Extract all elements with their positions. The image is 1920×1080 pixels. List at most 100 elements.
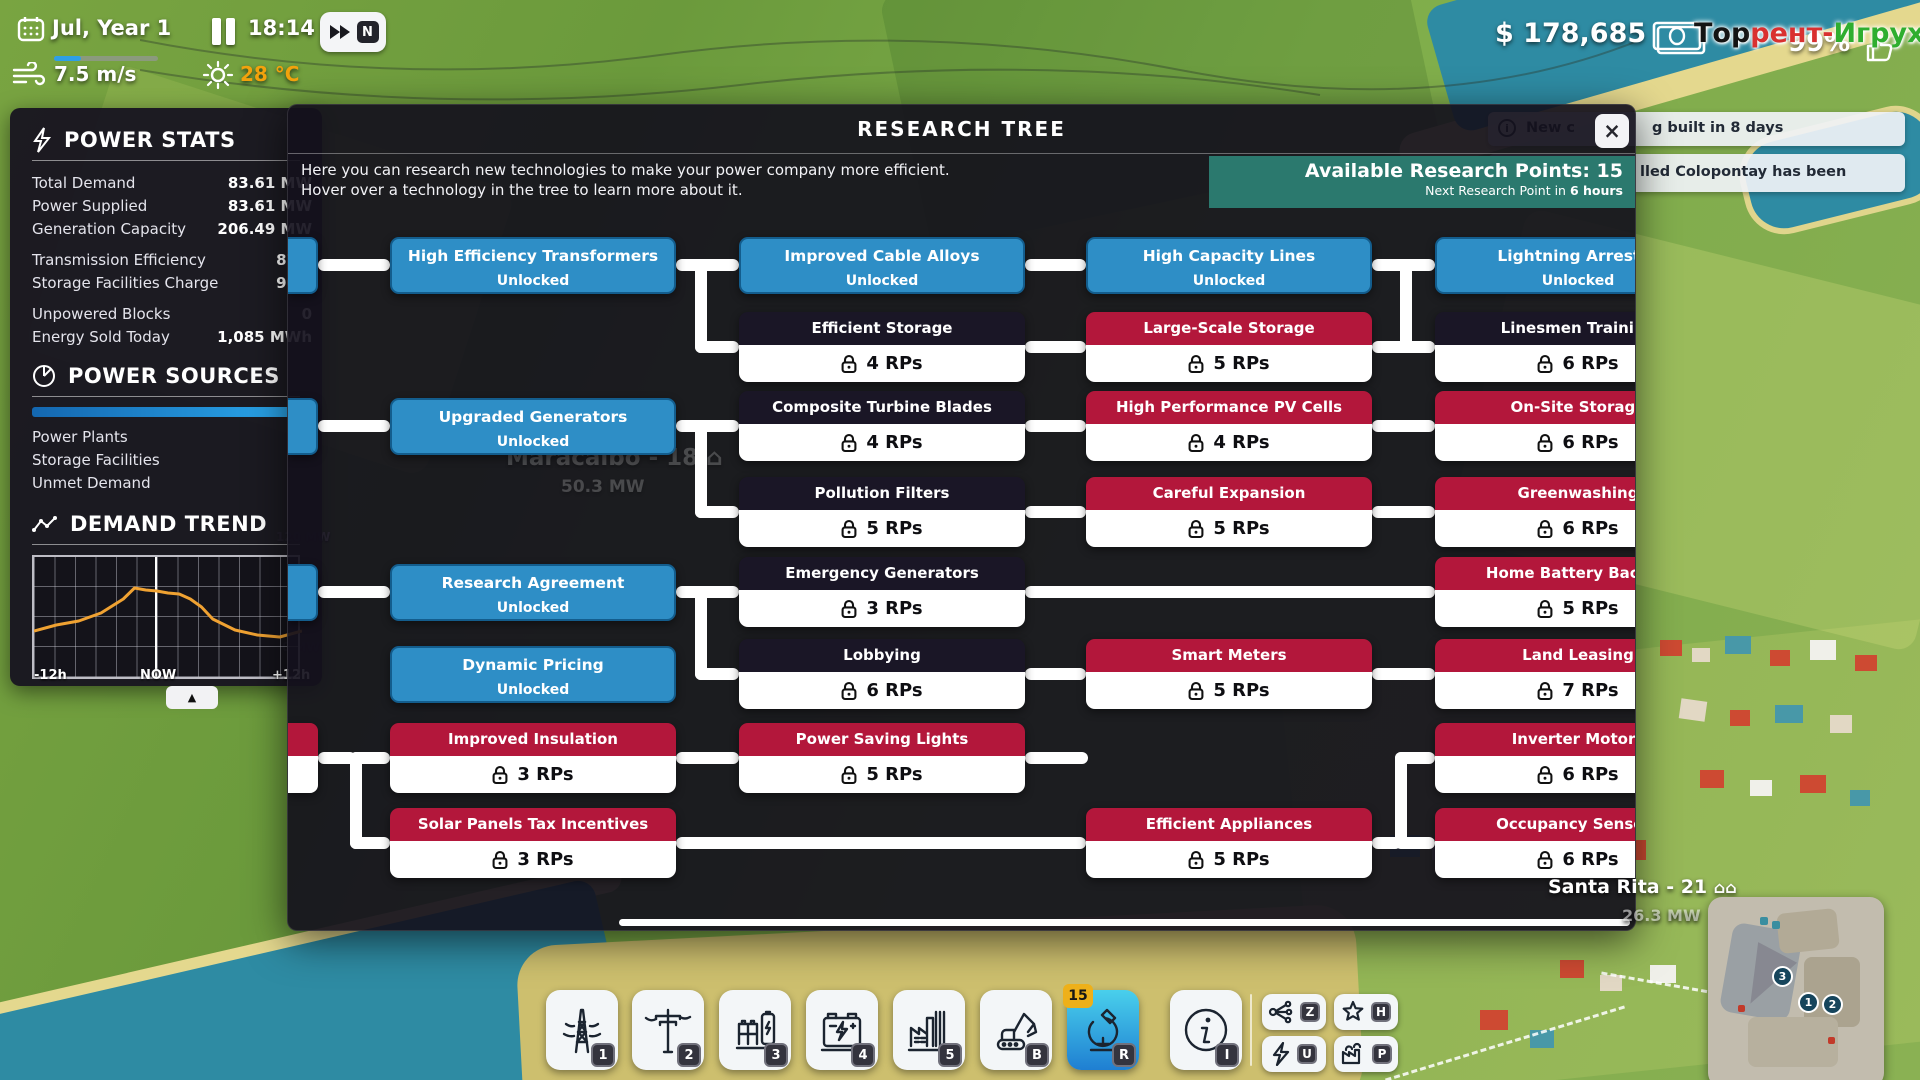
research-node[interactable]: Improved Insulation 3 RPs [390, 723, 676, 793]
research-node[interactable]: Solar Panels Tax Incentives 3 RPs [390, 808, 676, 878]
lock-icon [1188, 850, 1204, 869]
build-power-plant-button[interactable]: 5 [893, 990, 965, 1070]
node-cost: 6 RPs [1435, 510, 1635, 547]
research-node[interactable]: Greenwashing 6 RPs [1435, 477, 1635, 547]
now-line [155, 557, 158, 677]
research-node[interactable]: Dynamic Pricing Unlocked [390, 646, 676, 703]
research-node[interactable]: Home Battery Backup 5 RPs [1435, 557, 1635, 627]
research-node[interactable]: Large-Scale Storage 5 RPs [1086, 312, 1372, 382]
node-cost: 6 RPs [739, 672, 1025, 709]
divider [32, 396, 300, 397]
node-cost: 4 RPs [1086, 424, 1372, 461]
game-time: 18:14 [248, 16, 315, 40]
hotkey-badge: P [1372, 1044, 1392, 1064]
node-title: Large-Scale Storage [1086, 312, 1372, 345]
research-node[interactable]: Land Leasing 7 RPs [1435, 639, 1635, 709]
connector-line [1395, 752, 1407, 849]
background-city-mw: 50.3 MW [561, 477, 645, 497]
modal-description-line2: Hover over a technology in the tree to l… [301, 181, 743, 199]
research-node-partial[interactable] [288, 564, 318, 621]
node-status: Unlocked [496, 600, 570, 616]
research-tree-modal: RESEARCH TREE × Here you can research ne… [287, 104, 1636, 931]
achievements-button[interactable]: H [1334, 994, 1398, 1030]
power-overlay-button[interactable]: U [1262, 1036, 1326, 1072]
pause-icon[interactable] [226, 18, 235, 45]
research-points-badge: 15 [1063, 984, 1093, 1008]
node-cost: 5 RPs [1086, 841, 1372, 878]
thumbs-up-icon [1866, 34, 1893, 62]
research-node-partial[interactable] [288, 237, 318, 294]
lock-icon [1537, 519, 1553, 538]
zones-button[interactable]: Z [1262, 994, 1326, 1030]
pie-chart-icon [33, 365, 55, 387]
production-overlay-button[interactable]: P [1334, 1036, 1398, 1072]
research-node[interactable]: Power Saving Lights 5 RPs [739, 723, 1025, 793]
research-node-partial[interactable] [288, 398, 318, 455]
node-title: High Efficiency Transformers [407, 247, 659, 265]
bulldoze-button[interactable]: B [980, 990, 1052, 1070]
research-node[interactable]: Inverter Motors 6 RPs [1435, 723, 1635, 793]
research-node[interactable]: High Performance PV Cells 4 RPs [1086, 391, 1372, 461]
map-marker[interactable]: 1 [1798, 992, 1819, 1013]
research-node[interactable]: On-Site Storage 6 RPs [1435, 391, 1635, 461]
horizontal-scrollbar[interactable] [619, 919, 1630, 926]
build-battery-button[interactable]: 4 [806, 990, 878, 1070]
map-marker[interactable]: 3 [1772, 966, 1793, 987]
research-node[interactable]: Improved Cable Alloys Unlocked [739, 237, 1025, 294]
research-node[interactable]: Lightning Arrester Unlocked [1435, 237, 1635, 294]
node-cost: 3 RPs [739, 590, 1025, 627]
research-node[interactable]: Efficient Storage 4 RPs [739, 312, 1025, 382]
node-title: On-Site Storage [1435, 391, 1635, 424]
chart-grid [34, 557, 298, 677]
research-node[interactable]: Smart Meters 5 RPs [1086, 639, 1372, 709]
close-button[interactable]: × [1595, 114, 1629, 148]
legend-item: Storage Facilities [32, 450, 160, 469]
node-cost: 5 RPs [1086, 345, 1372, 382]
lock-icon [841, 765, 857, 784]
node-cost: 6 RPs [1435, 424, 1635, 461]
city-mw-santa-rita: 26.3 MW [1622, 906, 1701, 925]
connector-line [695, 420, 707, 518]
lock-icon [841, 519, 857, 538]
sun-icon [202, 60, 234, 90]
map-marker[interactable]: 2 [1822, 994, 1843, 1015]
research-node[interactable]: Efficient Appliances 5 RPs [1086, 808, 1372, 878]
lock-icon [841, 681, 857, 700]
node-title: Careful Expansion [1086, 477, 1372, 510]
node-title: Occupancy Sensors [1435, 808, 1635, 841]
research-node[interactable]: Pollution Filters 5 RPs [739, 477, 1025, 547]
lock-icon [1188, 433, 1204, 452]
research-node[interactable]: Composite Turbine Blades 4 RPs [739, 391, 1025, 461]
lock-icon [1537, 681, 1553, 700]
research-button-active[interactable]: 15 R [1063, 984, 1139, 1070]
research-node[interactable]: Emergency Generators 3 RPs [739, 557, 1025, 627]
hotkey-badge: 1 [591, 1043, 615, 1067]
minimap[interactable] [1708, 897, 1884, 1080]
research-node[interactable]: High Capacity Lines Unlocked [1086, 237, 1372, 294]
node-cost: 5 RPs [1435, 590, 1635, 627]
build-power-pole-button[interactable]: 2 [632, 990, 704, 1070]
research-node[interactable]: Careful Expansion 5 RPs [1086, 477, 1372, 547]
stat-row: Power Supplied 83.61 MW [32, 196, 312, 215]
research-node[interactable]: Linesmen Training 6 RPs [1435, 312, 1635, 382]
month-progress-bar [54, 56, 158, 61]
research-node[interactable]: Upgraded Generators Unlocked [390, 398, 676, 455]
modal-title: RESEARCH TREE [857, 117, 1066, 141]
research-node[interactable]: High Efficiency Transformers Unlocked [390, 237, 676, 294]
build-storage-facility-button[interactable]: 3 [719, 990, 791, 1070]
hotkey-badge: R [1112, 1043, 1136, 1067]
research-node[interactable]: Lobbying 6 RPs [739, 639, 1025, 709]
build-transmission-tower-button[interactable]: 1 [546, 990, 618, 1070]
hotkey-badge: B [1025, 1043, 1049, 1067]
power-sources-bar [32, 407, 300, 417]
stat-row: Storage Facilities Charge90% [32, 273, 312, 292]
research-node-partial[interactable] [288, 723, 318, 793]
research-tree: High Efficiency Transformers Unlocked Im… [288, 105, 1635, 930]
research-node[interactable]: Occupancy Sensors 6 RPs [1435, 808, 1635, 878]
info-button[interactable]: I [1170, 990, 1242, 1070]
fast-forward-button[interactable]: N [320, 12, 386, 52]
collapse-panel-button[interactable]: ▲ [166, 686, 218, 709]
pause-icon[interactable] [212, 18, 221, 45]
connector-line [695, 259, 707, 353]
research-node[interactable]: Research Agreement Unlocked [390, 564, 676, 621]
